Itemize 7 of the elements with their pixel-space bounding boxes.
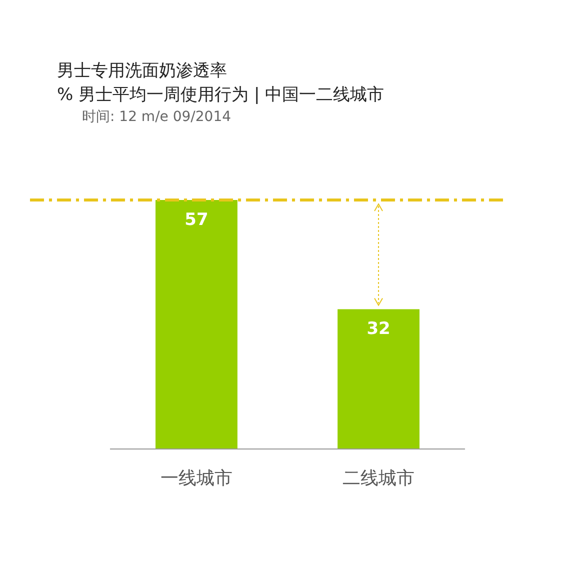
data-label: 57: [184, 210, 208, 230]
x-tick-label: 二线城市: [342, 468, 415, 489]
text: 时间: 12 m/e 09/2014: [82, 109, 232, 125]
chart-title: 男士专用洗面奶渗透率: [57, 61, 227, 81]
data-label: 32: [366, 319, 390, 340]
x-tick-label: 一线城市: [160, 468, 232, 489]
chart-subtitle: % 男士平均一周使用行为 | 中国一二线城市: [57, 85, 384, 105]
